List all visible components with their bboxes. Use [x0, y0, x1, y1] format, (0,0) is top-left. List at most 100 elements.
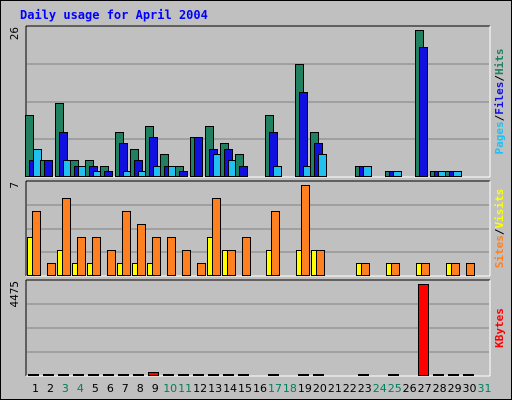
bar-pages-day-17: [273, 166, 282, 177]
bar-kbytes-day-11: [178, 374, 189, 376]
x-tick-label-day-21: 21: [328, 382, 342, 395]
x-tick-label-day-6: 6: [107, 382, 114, 395]
x-tick-label-day-13: 13: [208, 382, 222, 395]
bar-sites-day-3: [62, 198, 71, 276]
bar-kbytes-day-6: [103, 374, 114, 376]
x-tick-label-day-31: 31: [478, 382, 492, 395]
x-tick-label-day-30: 30: [463, 382, 477, 395]
chart-panels: 26Pages/Files/Hits7Sites/Visits4475KByte…: [8, 25, 506, 377]
bar-kbytes-day-23: [358, 374, 369, 376]
bar-sites-day-10: [167, 237, 176, 276]
x-tick-label-day-23: 23: [358, 382, 372, 395]
y-max-label: 4475: [8, 281, 21, 308]
series-legend: Sites/Visits: [493, 189, 506, 269]
x-tick-label-day-15: 15: [238, 382, 252, 395]
legend-entry: Pages: [493, 121, 506, 154]
bar-sites-day-29: [451, 263, 460, 276]
bar-kbytes-day-28: [433, 374, 444, 376]
bar-sites-day-20: [316, 250, 325, 276]
bar-kbytes-day-13: [208, 374, 219, 376]
series-legend: Pages/Files/Hits: [493, 49, 506, 155]
x-tick-label-day-12: 12: [193, 382, 207, 395]
bar-sites-day-11: [182, 250, 191, 276]
bar-kbytes-day-2: [43, 374, 54, 376]
bar-pages-day-25: [393, 171, 402, 177]
panel-hits: 26 Pages/Files/Hits: [8, 25, 506, 178]
bar-kbytes-day-5: [88, 374, 99, 376]
legend-entry: Visits: [493, 189, 506, 229]
bar-kbytes-day-8: [133, 374, 144, 376]
bar-kbytes-day-12: [193, 374, 204, 376]
bar-kbytes-day-4: [73, 374, 84, 376]
bar-kbytes-day-17: [268, 374, 279, 376]
bar-sites-day-12: [197, 263, 206, 276]
bar-sites-day-23: [361, 263, 370, 276]
bar-kbytes-day-19: [298, 374, 309, 376]
x-tick-label-day-18: 18: [283, 382, 297, 395]
x-tick-label-day-19: 19: [298, 382, 312, 395]
x-tick-label-day-1: 1: [32, 382, 39, 395]
legend-entry: /: [493, 114, 506, 121]
legend-entry: /: [493, 75, 506, 82]
x-tick-label-day-7: 7: [122, 382, 129, 395]
bar-kbytes-day-7: [118, 374, 129, 376]
bar-sites-day-2: [47, 263, 56, 276]
x-tick-label-day-3: 3: [62, 382, 69, 395]
x-axis-day-labels: 1 2 3 4 5 6 7 8 9 10 11 12 13 14 15 16 17 18 19 20 21 22 23 24 2…: [32, 382, 492, 395]
bar-files-day-19: [299, 92, 308, 177]
bar-sites-day-6: [107, 250, 116, 276]
bar-sites-day-17: [271, 211, 280, 276]
y-max-label: 26: [8, 27, 21, 40]
bar-files-day-2: [44, 160, 53, 177]
bar-pages-day-23: [363, 166, 372, 177]
x-tick-label-day-9: 9: [152, 382, 159, 395]
x-tick-label-day-28: 28: [433, 382, 447, 395]
x-tick-label-day-10: 10: [163, 382, 177, 395]
x-tick-label-day-29: 29: [448, 382, 462, 395]
bar-sites-day-8: [137, 224, 146, 276]
bar-kbytes-day-15: [238, 374, 249, 376]
x-tick-label-day-17: 17: [268, 382, 282, 395]
panel-visits: 7 Sites/Visits: [8, 180, 506, 277]
bar-sites-day-7: [122, 211, 131, 276]
bar-sites-day-27: [421, 263, 430, 276]
legend-entry: /: [493, 228, 506, 235]
bar-kbytes-day-9: [148, 372, 159, 376]
bar-sites-day-14: [227, 250, 236, 276]
x-tick-label-day-16: 16: [253, 382, 267, 395]
chart-title: Daily usage for April 2004: [20, 8, 208, 22]
bar-files-day-12: [194, 137, 203, 177]
bar-files-day-15: [239, 166, 248, 177]
bar-files-day-6: [104, 171, 113, 177]
bar-kbytes-day-20: [313, 374, 324, 376]
y-max-label: 7: [8, 182, 21, 189]
x-tick-label-day-26: 26: [403, 382, 417, 395]
x-tick-label-day-27: 27: [418, 382, 432, 395]
legend-entry: Hits: [493, 49, 506, 76]
bar-sites-day-1: [32, 211, 41, 276]
x-tick-label-day-4: 4: [77, 382, 84, 395]
legend-entry: KBytes: [493, 308, 506, 348]
bar-kbytes-day-27: [418, 284, 429, 376]
bar-files-day-27: [419, 47, 428, 177]
series-legend: KBytes: [493, 308, 506, 348]
bar-kbytes-day-10: [163, 374, 174, 376]
x-tick-label-day-24: 24: [373, 382, 387, 395]
bar-sites-day-19: [301, 185, 310, 276]
x-tick-label-day-11: 11: [178, 382, 192, 395]
x-tick-label-day-22: 22: [343, 382, 357, 395]
bar-kbytes-day-14: [223, 374, 234, 376]
x-tick-label-day-8: 8: [137, 382, 144, 395]
bar-sites-day-25: [391, 263, 400, 276]
bar-sites-day-9: [152, 237, 161, 276]
bar-pages-day-29: [453, 171, 462, 177]
legend-entry: Sites: [493, 235, 506, 268]
bar-sites-day-30: [466, 263, 475, 276]
bar-kbytes-day-1: [28, 374, 39, 376]
bar-sites-day-4: [77, 237, 86, 276]
bar-kbytes-day-25: [388, 374, 399, 376]
bar-pages-day-20: [318, 154, 327, 177]
bar-kbytes-day-3: [58, 374, 69, 376]
panel-kbytes: 4475 KBytes: [8, 279, 506, 377]
